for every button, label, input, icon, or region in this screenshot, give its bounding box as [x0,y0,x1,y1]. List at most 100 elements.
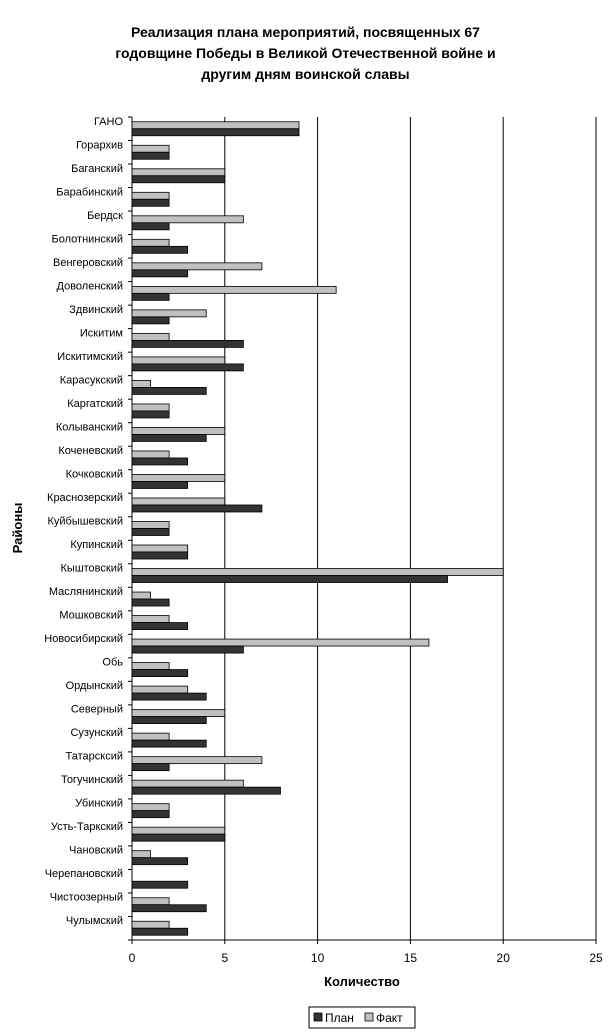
bar-fakt-34 [131,920,170,929]
bar-plan-27 [131,763,170,772]
chart-title-line-2: годовщине Победы в Великой Отечественной… [115,45,496,61]
bar-fakt-1 [131,144,170,153]
bar-plan-32 [131,880,189,889]
category-label-25: Северный [71,704,123,716]
x-tick-label-2: 10 [311,951,325,965]
bar-fakt-4 [131,215,244,224]
bar-plan-31 [131,857,189,866]
category-label-19: Кыштовский [61,563,124,575]
category-label-2: Баганский [71,163,123,175]
bar-plan-15 [131,481,189,489]
bar-plan-19 [131,575,448,583]
bar-plan-34 [131,927,189,936]
x-tick-label-5: 25 [589,951,603,965]
bar-fakt-31 [131,850,151,859]
legend-box [308,1006,416,1029]
bar-fakt-5 [131,238,170,247]
category-label-0: ГАНО [94,116,124,128]
bar-plan-14 [131,457,189,466]
category-label-11: Карасукский [60,374,123,386]
bar-plan-0 [131,128,300,137]
category-label-22: Новосибирский [44,633,123,645]
bar-fakt-25 [131,709,226,718]
bar-plan-20 [131,598,170,607]
bar-plan-16 [131,504,263,513]
category-label-28: Тогучинский [61,774,123,786]
bar-plan-22 [131,645,244,654]
x-tick-label-0: 0 [129,951,136,965]
category-label-24: Ордынский [66,680,123,692]
category-label-29: Убинский [75,798,123,810]
bar-fakt-18 [131,544,189,553]
legend-swatch-plan [313,1012,323,1022]
bar-plan-5 [131,245,189,254]
category-label-27: Татарсксий [66,751,123,763]
bar-plan-1 [131,151,170,160]
bar-fakt-33 [131,897,170,906]
bar-plan-30 [131,833,226,842]
category-label-7: Доволенский [57,280,124,292]
category-label-5: Болотнинский [52,233,123,245]
bar-plan-10 [131,363,244,372]
category-label-16: Краснозерский [47,492,123,504]
category-label-1: Горархив [76,139,123,151]
legend-label-fakt: Факт [376,1011,403,1025]
category-label-3: Барабинский [56,186,123,198]
bar-plan-23 [131,669,189,677]
category-label-31: Чановский [69,845,123,857]
category-label-33: Чистоозерный [50,892,123,904]
bar-fakt-16 [131,497,226,506]
x-tick-label-4: 20 [497,951,511,965]
category-label-30: Усть-Таркский [51,821,123,833]
chart-title-line-1: Реализация плана мероприятий, посвященны… [131,24,480,40]
category-label-23: Обь [102,657,123,669]
category-label-4: Бердск [87,210,123,222]
bar-plan-21 [131,622,189,630]
legend-label-plan: План [325,1011,354,1025]
chart-title: Реализация плана мероприятий, посвященны… [20,22,591,85]
bar-fakt-9 [131,332,170,341]
x-axis-title: Количество [324,974,400,989]
bar-plan-17 [131,528,170,536]
bar-plan-12 [131,410,170,419]
category-label-14: Коченевский [58,445,123,457]
chart-title-line-3: другим дням воинской славы [201,66,410,82]
bar-plan-33 [131,904,207,913]
bar-plan-8 [131,316,170,325]
category-label-9: Искитим [80,327,123,339]
bar-fakt-22 [131,638,430,647]
bar-plan-28 [131,786,281,795]
category-label-21: Мошковский [59,610,123,622]
bar-fakt-27 [131,756,263,765]
bar-fakt-15 [131,474,226,482]
bar-fakt-0 [131,121,300,130]
bar-fakt-2 [131,168,226,177]
category-label-17: Куйбышевский [47,516,123,528]
bar-fakt-12 [131,403,170,412]
category-label-20: Маслянинский [49,586,123,598]
bar-fakt-26 [131,732,170,741]
bar-fakt-28 [131,779,244,788]
category-label-10: Искитимский [57,351,123,363]
bar-plan-24 [131,692,207,701]
category-label-12: Каргатский [67,398,123,410]
bar-plan-11 [131,387,207,395]
bar-plan-4 [131,222,170,231]
bar-fakt-11 [131,380,151,388]
bar-plan-7 [131,292,170,301]
bar-fakt-29 [131,803,170,812]
bar-fakt-6 [131,262,263,271]
category-label-34: Чулымский [66,915,123,927]
x-tick-label-1: 5 [221,951,228,965]
bar-fakt-24 [131,685,189,694]
y-axis-title: Районы [10,503,25,554]
category-label-26: Сузунский [70,727,123,739]
bar-fakt-7 [131,285,337,294]
bar-fakt-17 [131,521,170,529]
bar-plan-6 [131,269,189,278]
category-label-8: Здвинский [69,304,123,316]
bar-fakt-13 [131,427,226,435]
bar-fakt-23 [131,662,170,670]
bar-fakt-30 [131,826,226,835]
bar-plan-26 [131,739,207,748]
